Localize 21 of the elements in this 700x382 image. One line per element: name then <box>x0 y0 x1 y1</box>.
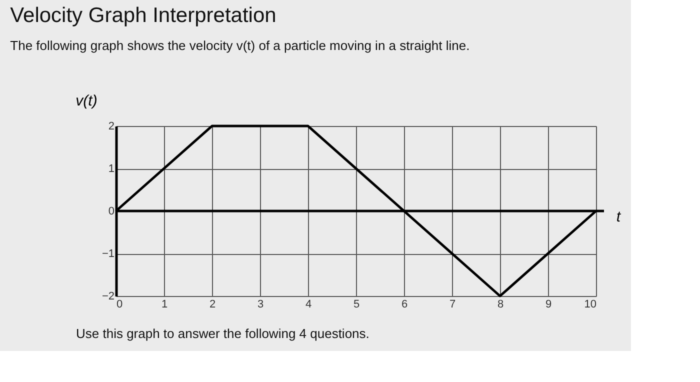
x-tick-label: 10 <box>584 298 596 310</box>
x-axis-title: t <box>616 208 622 226</box>
chart-subtitle: The following graph shows the velocity v(t) of a particle moving in a straight line. <box>10 38 470 53</box>
x-tick-label: 2 <box>209 298 216 310</box>
x-tick-label: 4 <box>305 298 312 310</box>
y-axis-title: v(t) <box>76 92 98 110</box>
x-tick-label: 9 <box>545 298 552 310</box>
y-tick-label: −2 <box>102 290 114 302</box>
y-tick-label: −1 <box>102 248 114 260</box>
x-tick-label: 8 <box>497 298 504 310</box>
x-tick-label: 0 <box>116 298 123 310</box>
x-tick-label: 6 <box>401 298 408 310</box>
y-tick-label: 0 <box>108 206 114 218</box>
x-tick-label: 5 <box>353 298 360 310</box>
y-tick-label: 2 <box>108 120 114 132</box>
text: Use this graph to answer the following 4 questions. <box>76 326 370 341</box>
y-tick-label: 1 <box>108 163 114 175</box>
x-tick-label: 3 <box>257 298 264 310</box>
x-tick-label: 1 <box>161 298 168 310</box>
x-tick-label: 7 <box>449 298 456 310</box>
chart-title: Velocity Graph Interpretation <box>10 4 276 27</box>
